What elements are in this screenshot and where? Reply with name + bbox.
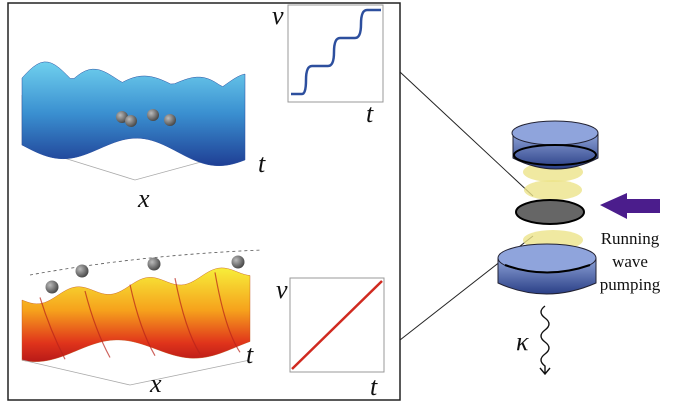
cavity	[497, 120, 599, 295]
inset-x-label: t	[366, 99, 374, 128]
surface-x-label: x	[137, 184, 150, 213]
ridge	[174, 278, 201, 355]
inset-y-label: v	[272, 1, 284, 30]
pump-label: pumping	[600, 275, 661, 294]
pump-label: wave	[612, 252, 648, 271]
surface-t-label: t	[246, 340, 254, 369]
ridge	[84, 290, 111, 358]
blue-surface	[21, 61, 246, 181]
inset-x-label: t	[370, 372, 378, 401]
pump-arrow	[600, 193, 660, 219]
inset-y-label: v	[276, 275, 288, 304]
decay-label: κ	[516, 327, 529, 356]
ridge	[129, 284, 156, 356]
heat-surface	[21, 249, 263, 386]
ridge	[214, 272, 241, 353]
connector	[399, 71, 534, 197]
inset-frame	[287, 4, 384, 103]
pump-label: Running	[601, 229, 660, 248]
linear-curve	[291, 280, 383, 370]
surface-x-label: x	[149, 369, 162, 398]
surface-t-label: t	[258, 149, 266, 178]
decay-arrow	[539, 305, 551, 376]
step-curve	[291, 8, 381, 96]
ridge	[39, 297, 66, 360]
panel-frame	[7, 2, 401, 401]
